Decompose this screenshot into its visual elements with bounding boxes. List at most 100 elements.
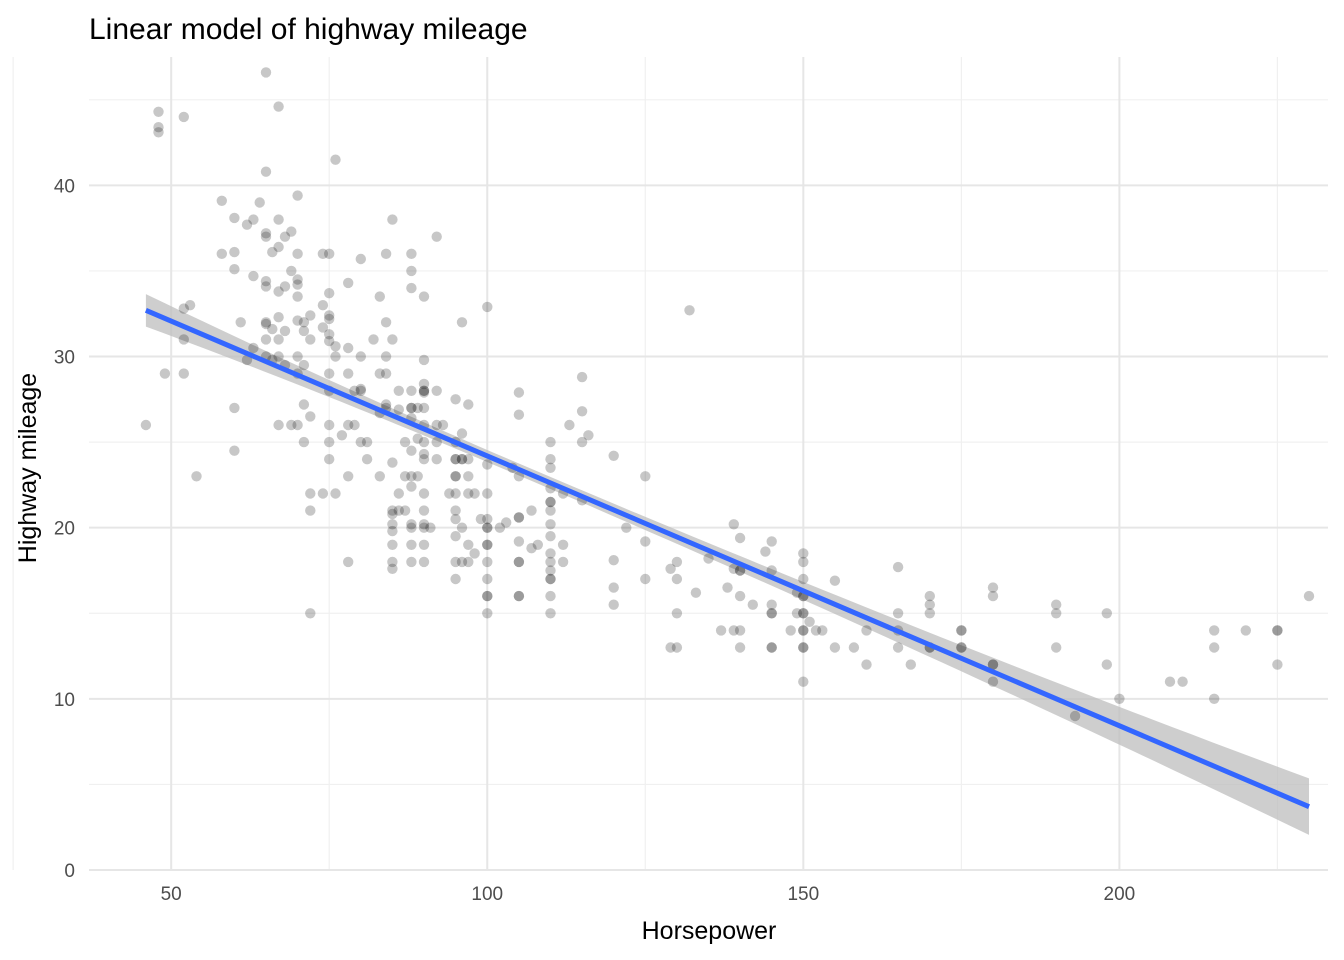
data-point (267, 323, 278, 335)
data-point (766, 536, 777, 547)
data-point (545, 496, 556, 508)
data-point (216, 248, 227, 259)
data-point (482, 573, 493, 585)
data-point (406, 282, 417, 294)
data-point (273, 312, 284, 323)
data-point (703, 553, 714, 564)
data-point (235, 317, 246, 328)
data-point (450, 394, 461, 405)
data-point (804, 616, 815, 627)
data-point (330, 341, 341, 352)
data-point (956, 642, 967, 653)
data-point (418, 387, 430, 398)
data-point (324, 368, 335, 379)
data-point (810, 625, 822, 636)
data-point (513, 536, 525, 547)
y-tick-label: 30 (54, 348, 75, 369)
data-point (305, 310, 316, 321)
x-axis-title: Horsepower (642, 917, 777, 945)
x-tick-label: 200 (1104, 884, 1136, 905)
data-point (349, 385, 360, 396)
data-point (254, 197, 265, 208)
data-point (248, 270, 259, 282)
data-point (665, 642, 676, 653)
data-point (437, 419, 449, 431)
data-point (374, 471, 385, 482)
data-point (987, 659, 999, 670)
data-point (924, 599, 935, 610)
data-point (450, 505, 461, 516)
data-point (545, 556, 556, 568)
data-point (324, 454, 335, 465)
data-point (324, 248, 335, 259)
y-tick-label: 40 (54, 176, 75, 197)
data-point (412, 433, 423, 444)
data-point (463, 399, 474, 410)
y-axis-ticks: 0 10 20 30 40 (54, 176, 75, 882)
data-point (393, 404, 404, 415)
data-point (387, 519, 398, 530)
data-point (387, 525, 398, 537)
data-point (380, 368, 392, 379)
data-point (241, 219, 253, 230)
data-point (380, 351, 392, 362)
data-point (406, 445, 417, 456)
data-point (557, 539, 569, 550)
x-axis-ticks: 50 100 150 200 (161, 884, 1136, 905)
data-point (324, 436, 335, 448)
data-point (526, 543, 537, 554)
data-point (418, 556, 430, 568)
data-point (482, 488, 493, 499)
data-point (987, 590, 999, 602)
data-point (286, 265, 297, 277)
data-point (406, 556, 417, 568)
data-point (355, 253, 366, 265)
data-point (482, 539, 493, 550)
data-point (273, 334, 284, 345)
data-point (798, 608, 809, 619)
data-point (905, 659, 916, 670)
data-point (305, 505, 316, 516)
data-point (1051, 642, 1062, 653)
data-point (475, 513, 487, 525)
data-point (576, 406, 588, 417)
data-point (671, 642, 683, 653)
data-point (191, 471, 202, 482)
data-point (178, 334, 189, 345)
data-point (324, 329, 335, 340)
x-tick-label: 100 (471, 884, 503, 905)
data-point (406, 402, 417, 414)
data-point (418, 454, 430, 465)
data-point (798, 625, 809, 636)
data-point (987, 676, 999, 687)
data-point (399, 436, 411, 448)
data-point (292, 315, 303, 326)
data-point (987, 659, 999, 670)
x-tick-label: 150 (787, 884, 819, 905)
data-point (399, 471, 411, 482)
data-point (361, 436, 373, 448)
data-point (861, 659, 872, 670)
data-point (513, 590, 525, 602)
data-point (956, 642, 967, 653)
data-point (734, 625, 746, 636)
data-point (545, 548, 556, 559)
data-point (298, 399, 310, 410)
data-point (1114, 693, 1125, 704)
data-point (545, 573, 556, 585)
data-point (671, 573, 683, 585)
data-point (482, 590, 493, 602)
data-point (412, 471, 423, 482)
data-point (545, 531, 556, 542)
data-point (260, 231, 272, 242)
data-point (292, 291, 303, 302)
data-point (406, 265, 417, 277)
data-point (292, 190, 303, 201)
data-point (482, 301, 493, 313)
data-point (406, 522, 417, 533)
data-point (431, 419, 442, 431)
data-point (576, 436, 588, 448)
data-point (482, 513, 493, 525)
data-point (640, 573, 651, 585)
